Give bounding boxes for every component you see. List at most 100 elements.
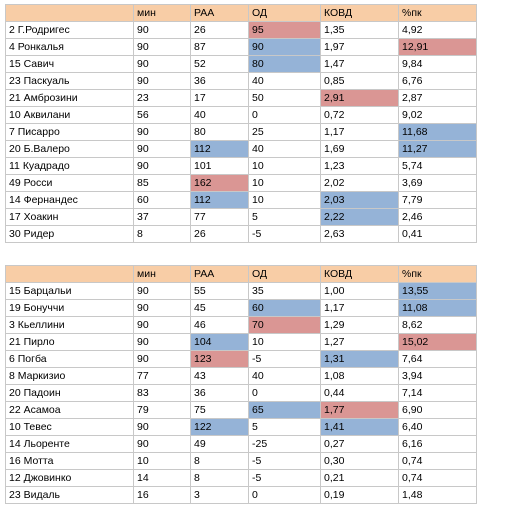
column-header[interactable]: мин	[133, 4, 191, 22]
player-cell[interactable]: 16 Мотта	[5, 452, 134, 470]
stat-cell[interactable]: 0	[248, 486, 321, 504]
stat-cell[interactable]: 1,41	[320, 418, 399, 436]
stat-cell[interactable]: 11,27	[398, 140, 477, 158]
stat-cell[interactable]: 10	[248, 333, 321, 351]
stat-cell[interactable]: -5	[248, 452, 321, 470]
player-cell[interactable]: 21 Пирло	[5, 333, 134, 351]
stat-cell[interactable]: 0	[248, 384, 321, 402]
stat-cell[interactable]: 0,85	[320, 72, 399, 90]
player-cell[interactable]: 19 Бонуччи	[5, 299, 134, 317]
stat-cell[interactable]: 90	[133, 418, 191, 436]
stat-cell[interactable]: 5	[248, 208, 321, 226]
column-header[interactable]: РАА	[190, 4, 249, 22]
stat-cell[interactable]: 0	[248, 106, 321, 124]
player-cell[interactable]: 21 Амброзини	[5, 89, 134, 107]
stat-cell[interactable]: 122	[190, 418, 249, 436]
stat-cell[interactable]: 0,74	[398, 469, 477, 487]
stat-cell[interactable]: 6,16	[398, 435, 477, 453]
stat-cell[interactable]: 0,30	[320, 452, 399, 470]
player-cell[interactable]: 2 Г.Родригес	[5, 21, 134, 39]
player-cell[interactable]: 17 Хоакин	[5, 208, 134, 226]
stat-cell[interactable]: -5	[248, 469, 321, 487]
player-cell[interactable]: 14 Льоренте	[5, 435, 134, 453]
stat-cell[interactable]: 112	[190, 191, 249, 209]
stat-cell[interactable]: 46	[190, 316, 249, 334]
stat-cell[interactable]: 75	[190, 401, 249, 419]
stat-cell[interactable]: 90	[133, 72, 191, 90]
stat-cell[interactable]: 90	[133, 333, 191, 351]
stat-cell[interactable]: 10	[248, 191, 321, 209]
stat-cell[interactable]: 70	[248, 316, 321, 334]
stat-cell[interactable]: 6,40	[398, 418, 477, 436]
player-cell[interactable]: 23 Паскуаль	[5, 72, 134, 90]
stat-cell[interactable]: 40	[248, 72, 321, 90]
stat-cell[interactable]: 0,19	[320, 486, 399, 504]
stat-cell[interactable]: 1,23	[320, 157, 399, 175]
stat-cell[interactable]: 3,94	[398, 367, 477, 385]
stat-cell[interactable]: 1,48	[398, 486, 477, 504]
stat-cell[interactable]: 1,97	[320, 38, 399, 56]
stat-cell[interactable]: 90	[133, 299, 191, 317]
stat-cell[interactable]: 60	[133, 191, 191, 209]
column-header[interactable]: %пк	[398, 265, 477, 283]
column-header[interactable]: %пк	[398, 4, 477, 22]
stat-cell[interactable]: 162	[190, 174, 249, 192]
stat-cell[interactable]: 1,00	[320, 282, 399, 300]
stat-cell[interactable]: 2,22	[320, 208, 399, 226]
stat-cell[interactable]: 11,08	[398, 299, 477, 317]
stat-cell[interactable]: 23	[133, 89, 191, 107]
stat-cell[interactable]: 17	[190, 89, 249, 107]
column-header[interactable]	[5, 4, 134, 22]
stat-cell[interactable]: 90	[133, 140, 191, 158]
stat-cell[interactable]: 8,62	[398, 316, 477, 334]
stat-cell[interactable]: 2,02	[320, 174, 399, 192]
stat-cell[interactable]: 1,29	[320, 316, 399, 334]
stat-cell[interactable]: 0,74	[398, 452, 477, 470]
stat-cell[interactable]: 3,69	[398, 174, 477, 192]
stat-cell[interactable]: 85	[133, 174, 191, 192]
stat-cell[interactable]: 2,63	[320, 225, 399, 243]
stat-cell[interactable]: 15,02	[398, 333, 477, 351]
player-cell[interactable]: 22 Асамоа	[5, 401, 134, 419]
stat-cell[interactable]: 79	[133, 401, 191, 419]
stat-cell[interactable]: 1,17	[320, 299, 399, 317]
stat-cell[interactable]: 43	[190, 367, 249, 385]
stat-cell[interactable]: 90	[133, 21, 191, 39]
stat-cell[interactable]: 123	[190, 350, 249, 368]
stat-cell[interactable]: 101	[190, 157, 249, 175]
stat-cell[interactable]: 2,46	[398, 208, 477, 226]
player-cell[interactable]: 15 Савич	[5, 55, 134, 73]
stat-cell[interactable]: 60	[248, 299, 321, 317]
stat-cell[interactable]: 12,91	[398, 38, 477, 56]
player-cell[interactable]: 12 Джовинко	[5, 469, 134, 487]
stat-cell[interactable]: 80	[248, 55, 321, 73]
stat-cell[interactable]: 1,17	[320, 123, 399, 141]
stat-cell[interactable]: 1,31	[320, 350, 399, 368]
stat-cell[interactable]: 5	[248, 418, 321, 436]
column-header[interactable]: мин	[133, 265, 191, 283]
column-header[interactable]: ОД	[248, 265, 321, 283]
stat-cell[interactable]: 10	[248, 174, 321, 192]
stat-cell[interactable]: 10	[248, 157, 321, 175]
stat-cell[interactable]: 6,76	[398, 72, 477, 90]
stat-cell[interactable]: 45	[190, 299, 249, 317]
stat-cell[interactable]: 1,69	[320, 140, 399, 158]
player-cell[interactable]: 14 Фернандес	[5, 191, 134, 209]
stat-cell[interactable]: 8	[133, 225, 191, 243]
stat-cell[interactable]: 112	[190, 140, 249, 158]
stat-cell[interactable]: 37	[133, 208, 191, 226]
column-header[interactable]: ОД	[248, 4, 321, 22]
stat-cell[interactable]: 90	[133, 316, 191, 334]
player-cell[interactable]: 6 Погба	[5, 350, 134, 368]
stat-cell[interactable]: 1,27	[320, 333, 399, 351]
player-cell[interactable]: 11 Куадрадо	[5, 157, 134, 175]
stat-cell[interactable]: 10	[133, 452, 191, 470]
stat-cell[interactable]: 1,47	[320, 55, 399, 73]
player-cell[interactable]: 23 Видаль	[5, 486, 134, 504]
stat-cell[interactable]: 35	[248, 282, 321, 300]
stat-cell[interactable]: 1,77	[320, 401, 399, 419]
stat-cell[interactable]: 87	[190, 38, 249, 56]
stat-cell[interactable]: 90	[133, 123, 191, 141]
column-header[interactable]: КОВД	[320, 265, 399, 283]
stat-cell[interactable]: 40	[248, 140, 321, 158]
